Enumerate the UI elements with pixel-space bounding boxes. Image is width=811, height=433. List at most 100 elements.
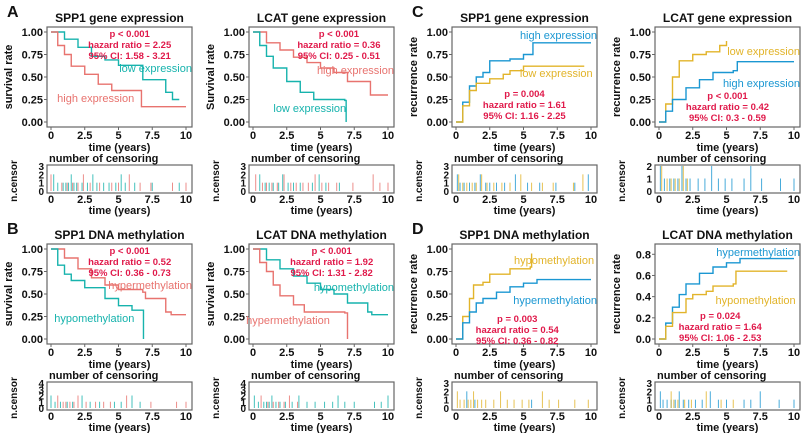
series-label: hypermethylation xyxy=(246,315,330,327)
censor-y-tick: 2 xyxy=(646,387,652,398)
y-tick-label: 0.75 xyxy=(427,267,448,279)
censor-x-tick: 0 xyxy=(250,194,256,206)
series-label: hypermethylation xyxy=(716,247,800,259)
y-tick-label: 0.75 xyxy=(427,50,448,62)
series-label: high expression xyxy=(520,30,597,42)
x-axis-label: time (years) xyxy=(89,142,151,154)
stat-line: 95% CI: 1.06 - 2.53 xyxy=(679,333,761,344)
y-tick-label: 0.50 xyxy=(224,72,245,84)
y-tick-label: 0.00 xyxy=(427,334,448,346)
x-tick-label: 5 xyxy=(723,347,729,359)
x-tick-label: 10 xyxy=(180,130,192,142)
x-axis-label: time (years) xyxy=(291,359,353,371)
y-tick-label: 0.00 xyxy=(630,117,651,129)
y-tick-label: 0.6 xyxy=(636,270,651,282)
x-axis-label: time (years) xyxy=(494,142,556,154)
censor-frame xyxy=(248,164,395,194)
y-tick-label: 1.00 xyxy=(427,244,448,256)
censor-x-tick: 10 xyxy=(788,411,800,423)
y-tick-label: 0.25 xyxy=(224,95,245,107)
y-axis-label: survival rate xyxy=(3,45,15,110)
panel-letter: D xyxy=(412,221,424,238)
panel-letter: C xyxy=(412,4,424,21)
chart-title: SPP1 gene expression xyxy=(460,11,589,25)
y-axis-label: Survival rate xyxy=(205,44,217,110)
censor-y-tick: 3 xyxy=(443,162,449,173)
stat-line: 95% CI: 0.25 - 0.51 xyxy=(298,51,381,62)
stat-line: 95% CI: 1.16 - 2.25 xyxy=(483,111,566,122)
censor-title: number of censoring xyxy=(657,153,766,165)
stat-line: 95% CI: 0.36 - 0.73 xyxy=(88,268,170,279)
y-tick-label: 0.50 xyxy=(427,72,448,84)
km-curve-1 xyxy=(659,270,788,340)
series-label: hypermethylation xyxy=(513,295,597,307)
chart-title: SPP1 gene expression xyxy=(55,11,184,25)
censor-x-label: time (years) xyxy=(291,422,353,433)
y-axis-label: recurrence rate xyxy=(408,37,420,117)
x-tick-label: 7.5 xyxy=(145,130,160,142)
censor-y-label: n.censor xyxy=(617,160,628,202)
y-tick-label: 0.50 xyxy=(427,289,448,301)
x-tick-label: 7.5 xyxy=(347,130,362,142)
censor-y-tick: 1 xyxy=(646,396,652,407)
censor-x-tick: 7.5 xyxy=(753,194,768,206)
censor-y-tick: 0 xyxy=(240,404,246,415)
stat-line: p = 0.024 xyxy=(700,311,741,322)
y-tick-label: 0.8 xyxy=(636,249,651,261)
censor-title: number of censoring xyxy=(251,153,360,165)
series-label: high expression xyxy=(57,93,134,105)
km-curve-1 xyxy=(456,65,585,123)
censor-title: number of censoring xyxy=(657,370,766,382)
km-curve-0 xyxy=(51,248,186,316)
censor-frame xyxy=(46,381,193,411)
y-tick-label: 0.00 xyxy=(427,117,448,129)
x-tick-label: 2.5 xyxy=(279,347,294,359)
series-label: hypomethylation xyxy=(54,313,134,325)
censor-x-tick: 0 xyxy=(453,411,459,423)
censor-x-tick: 2.5 xyxy=(685,411,700,423)
x-tick-label: 0 xyxy=(250,130,256,142)
censor-x-tick: 10 xyxy=(382,194,394,206)
series-label: hypomethylation xyxy=(514,255,594,267)
stat-line: 95% CI: 0.3 - 0.59 xyxy=(689,113,766,124)
stat-line: p = 0.004 xyxy=(504,89,545,100)
x-axis-label: time (years) xyxy=(494,359,556,371)
y-tick-label: 0.25 xyxy=(630,95,651,107)
y-tick-label: 0.50 xyxy=(224,289,245,301)
stat-line: hazard ratio = 2.25 xyxy=(88,40,172,51)
stat-line: hazard ratio = 0.36 xyxy=(297,40,380,51)
y-axis-label: recurrence rate xyxy=(408,254,420,334)
stat-line: 95% CI: 0.36 - 0.82 xyxy=(476,336,558,347)
censor-y-tick: 3 xyxy=(443,379,449,390)
censor-x-tick: 7.5 xyxy=(347,194,362,206)
censor-y-label: n.censor xyxy=(617,377,628,419)
x-tick-label: 0 xyxy=(250,347,256,359)
y-tick-label: 0.25 xyxy=(22,95,43,107)
censor-y-label: n.censor xyxy=(211,160,222,202)
y-tick-label: 0.25 xyxy=(427,95,448,107)
x-tick-label: 10 xyxy=(788,130,800,142)
y-tick-label: 0.2 xyxy=(636,313,651,325)
series-label: low expression xyxy=(727,46,800,58)
stat-line: p < 0.001 xyxy=(707,91,748,102)
x-tick-label: 10 xyxy=(585,130,597,142)
x-tick-label: 7.5 xyxy=(753,347,768,359)
censor-frame xyxy=(46,164,193,194)
y-tick-label: 0.75 xyxy=(22,267,43,279)
censor-title: number of censoring xyxy=(251,370,360,382)
censor-x-tick: 5 xyxy=(317,194,323,206)
x-tick-label: 2.5 xyxy=(482,130,497,142)
censor-y-tick: 3 xyxy=(38,385,44,396)
x-tick-label: 5 xyxy=(317,347,323,359)
censor-y-label: n.censor xyxy=(9,377,20,419)
x-tick-label: 2.5 xyxy=(482,347,497,359)
km-curve-1 xyxy=(253,248,349,339)
x-tick-label: 10 xyxy=(382,347,394,359)
x-tick-label: 10 xyxy=(180,347,192,359)
y-tick-label: 0.25 xyxy=(22,312,43,324)
censor-frame xyxy=(248,381,395,411)
censor-x-label: time (years) xyxy=(291,205,353,217)
censor-y-tick: 0 xyxy=(443,404,449,415)
x-tick-label: 7.5 xyxy=(550,130,565,142)
